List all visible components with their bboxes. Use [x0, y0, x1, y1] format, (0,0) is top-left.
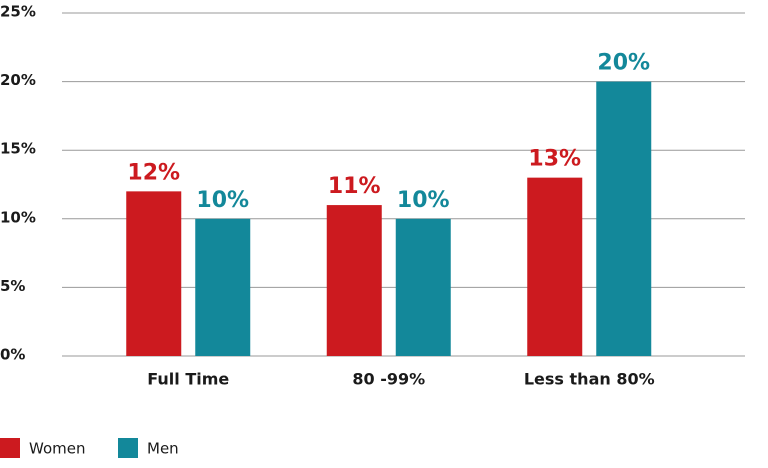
legend-label: Women [29, 440, 85, 458]
y-tick-label: 5% [0, 277, 25, 295]
y-tick-label: 25% [0, 3, 36, 21]
x-tick-label: Less than 80% [524, 370, 655, 389]
value-label: 10% [196, 188, 249, 213]
x-tick-label: Full Time [147, 370, 229, 389]
value-label: 12% [127, 160, 180, 185]
x-tick-label: 80 -99% [352, 370, 425, 389]
bar [126, 191, 182, 356]
y-tick-label: 20% [0, 71, 36, 89]
value-label: 11% [328, 174, 381, 199]
bar [596, 81, 652, 356]
bar [195, 218, 251, 356]
legend-swatch [118, 438, 138, 458]
value-label: 13% [528, 147, 581, 172]
bar [326, 205, 382, 356]
legend-label: Men [147, 440, 179, 458]
y-tick-label: 15% [0, 140, 36, 158]
bar [527, 177, 583, 356]
value-label: 20% [597, 51, 650, 76]
bar [395, 218, 451, 356]
y-tick-label: 0% [0, 346, 25, 364]
legend-swatch [0, 438, 20, 458]
value-label: 10% [397, 188, 450, 213]
y-tick-label: 10% [0, 208, 36, 226]
